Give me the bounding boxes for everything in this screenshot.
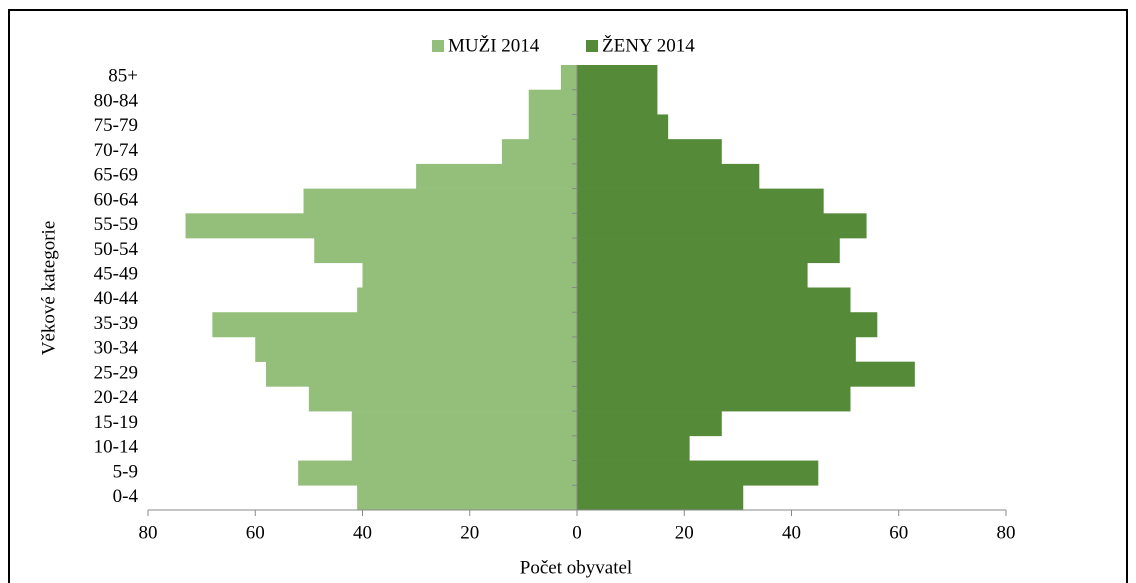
bar (577, 238, 840, 264)
bar (528, 89, 577, 115)
bar (255, 336, 577, 362)
x-axis-label: Počet obyvatel (520, 557, 632, 578)
bar (577, 163, 760, 189)
bar (528, 114, 577, 140)
bar (303, 188, 577, 214)
bar (577, 312, 878, 338)
y-tick-label: 70-74 (94, 140, 139, 161)
bar (577, 411, 722, 437)
bar (357, 485, 577, 511)
y-tick-label: 45-49 (94, 263, 138, 284)
x-tick-label: 40 (782, 522, 801, 543)
bar (357, 287, 577, 313)
legend-swatch (432, 40, 444, 52)
x-tick-label: 60 (889, 522, 908, 543)
y-axis-label: Věkové kategorie (38, 221, 59, 356)
y-tick-label: 55-59 (94, 214, 138, 235)
bar (577, 485, 744, 511)
bar (577, 89, 658, 115)
x-tick-label: 80 (997, 522, 1016, 543)
bar (314, 238, 577, 264)
legend-label: MUŽI 2014 (448, 34, 540, 56)
bar (265, 361, 577, 387)
bar (577, 386, 851, 412)
bar (577, 188, 824, 214)
legend-label: ŽENY 2014 (602, 34, 695, 56)
bar (362, 262, 577, 288)
y-tick-label: 65-69 (94, 165, 138, 186)
bar (577, 114, 669, 140)
legend-swatch (586, 40, 598, 52)
y-tick-label: 40-44 (94, 288, 139, 309)
frame (8, 9, 1128, 583)
x-tick-label: 0 (572, 522, 582, 543)
y-tick-label: 60-64 (94, 189, 139, 210)
bar (351, 411, 577, 437)
bar (577, 65, 658, 91)
bar (560, 65, 577, 91)
bar (185, 213, 577, 239)
bar (298, 460, 577, 486)
x-tick-label: 60 (246, 522, 265, 543)
y-tick-label: 50-54 (94, 239, 139, 260)
x-tick-label: 20 (460, 522, 479, 543)
bar (212, 312, 577, 338)
y-tick-label: 85+ (108, 66, 138, 87)
y-tick-label: 80-84 (94, 90, 139, 111)
bar (577, 262, 808, 288)
x-tick-label: 40 (353, 522, 372, 543)
x-tick-label: 20 (675, 522, 694, 543)
y-tick-label: 10-14 (94, 437, 139, 458)
y-tick-label: 75-79 (94, 115, 138, 136)
bar (308, 386, 577, 412)
bar (577, 460, 819, 486)
bar (577, 336, 856, 362)
y-tick-label: 25-29 (94, 362, 138, 383)
y-tick-label: 35-39 (94, 313, 138, 334)
bar (577, 435, 690, 461)
bar (577, 361, 915, 387)
bar (416, 163, 577, 189)
bar (351, 435, 577, 461)
bar (577, 287, 851, 313)
y-tick-label: 30-34 (94, 338, 139, 359)
x-tick-label: 80 (139, 522, 158, 543)
y-tick-label: 20-24 (94, 387, 139, 408)
y-tick-label: 0-4 (113, 486, 139, 507)
y-tick-label: 5-9 (113, 461, 138, 482)
bar (577, 139, 722, 165)
y-tick-label: 15-19 (94, 412, 138, 433)
bar (577, 213, 867, 239)
bar (501, 139, 577, 165)
